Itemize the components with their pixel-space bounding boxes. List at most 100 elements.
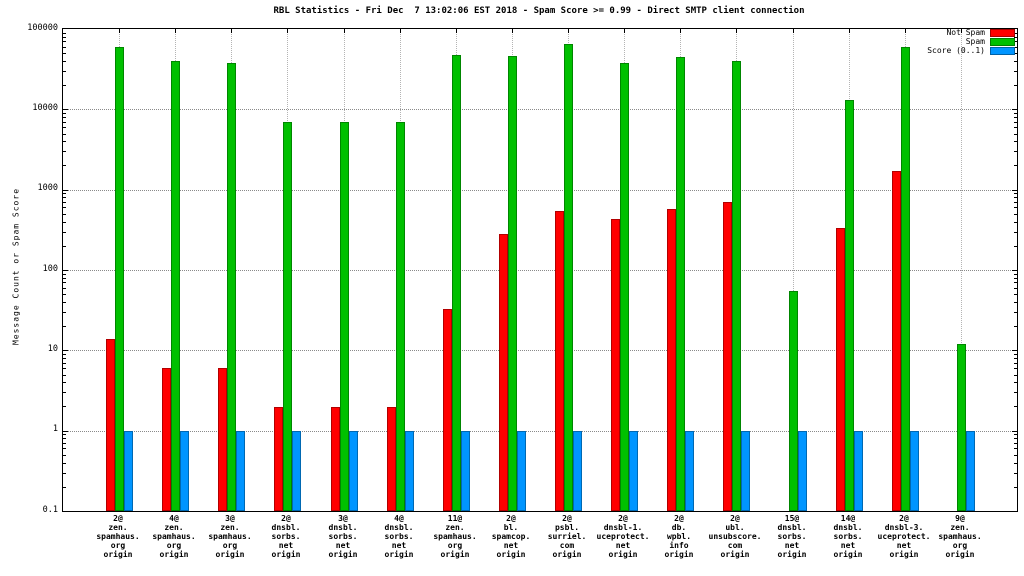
y-minor-tick — [63, 294, 66, 296]
x-label-line: sorbs. — [384, 532, 414, 541]
bar-score-0-1- — [685, 430, 694, 511]
x-label-line: info — [669, 541, 689, 550]
bar-score-0-1- — [292, 430, 301, 511]
bar-spam — [789, 290, 798, 511]
y-minor-tick — [63, 362, 66, 364]
y-minor-tick — [1014, 454, 1017, 456]
x-label-line: 2@ — [674, 514, 684, 523]
bar-not-spam — [836, 228, 845, 511]
x-label-line: origin — [159, 550, 189, 559]
y-minor-tick — [63, 374, 66, 376]
x-axis-category-label: 4@ dnsbl. sorbs. net origin — [356, 514, 442, 559]
x-label-line: spamhaus. — [208, 532, 252, 541]
y-minor-tick — [63, 133, 66, 135]
bar-spam — [901, 46, 910, 511]
y-minor-tick — [63, 121, 66, 123]
y-major-tick — [63, 350, 68, 352]
bar-not-spam — [387, 406, 396, 511]
x-tick — [961, 29, 962, 33]
y-minor-tick — [1014, 151, 1017, 153]
y-minor-tick — [1014, 287, 1017, 289]
bar-score-0-1- — [180, 430, 189, 511]
y-grid-line — [63, 270, 1017, 271]
y-minor-tick — [1014, 231, 1017, 233]
y-minor-tick — [63, 213, 66, 215]
y-grid-line — [63, 430, 1017, 432]
x-label-line: org — [952, 541, 968, 550]
y-minor-tick — [63, 231, 66, 233]
x-axis-category-label: 2@ ubl. unsubscore. com origin — [692, 514, 778, 559]
y-minor-tick — [63, 406, 66, 408]
x-label-line: dnsbl-3. — [884, 523, 924, 532]
y-minor-tick — [63, 301, 66, 303]
y-minor-tick — [63, 202, 66, 204]
y-minor-tick — [1014, 472, 1017, 474]
bar-not-spam — [611, 219, 620, 511]
x-tick — [231, 29, 232, 33]
y-major-tick — [1012, 270, 1017, 271]
y-minor-tick — [63, 245, 66, 247]
bar-score-0-1- — [573, 430, 582, 511]
y-minor-tick — [63, 41, 66, 43]
y-minor-tick — [1014, 207, 1017, 209]
x-grid-line — [961, 29, 962, 511]
y-tick-label: 10 — [47, 343, 58, 354]
x-axis-category-label: 11@ zen. spamhaus. org origin — [412, 514, 498, 559]
y-major-tick — [63, 270, 68, 271]
x-label-line: org — [110, 541, 126, 550]
y-minor-tick — [1014, 127, 1017, 129]
x-axis-category-label: 3@ zen. spamhaus. org origin — [187, 514, 273, 559]
x-label-line: com — [559, 541, 575, 550]
x-tick — [175, 29, 176, 33]
y-tick-label: 100 — [42, 263, 58, 274]
x-label-line: net — [615, 541, 631, 550]
y-minor-tick — [1014, 443, 1017, 445]
y-minor-tick — [63, 472, 66, 474]
bar-score-0-1- — [461, 430, 470, 511]
bar-spam — [396, 121, 405, 511]
y-minor-tick — [1014, 113, 1017, 114]
y-minor-tick — [63, 368, 66, 370]
y-minor-tick — [1014, 392, 1017, 394]
x-label-line: net — [784, 541, 800, 550]
x-label-line: origin — [496, 550, 526, 559]
x-axis-category-label: 2@ dnsbl-1. uceprotect. net origin — [580, 514, 666, 559]
chart-title: RBL Statistics - Fri Dec 7 13:02:06 EST … — [273, 6, 805, 16]
y-minor-tick — [63, 36, 66, 38]
x-tick — [905, 29, 906, 33]
y-minor-tick — [63, 358, 66, 360]
x-axis-category-label: 14@ dnsbl. sorbs. net origin — [805, 514, 891, 559]
y-minor-tick — [1014, 193, 1017, 195]
x-label-line: dnsbl. — [271, 523, 301, 532]
y-minor-tick — [1014, 368, 1017, 370]
y-minor-tick — [1014, 374, 1017, 376]
bar-score-0-1- — [966, 430, 975, 511]
y-tick-label: 1 — [52, 424, 58, 435]
x-label-line: sorbs. — [833, 532, 863, 541]
bar-not-spam — [443, 308, 452, 511]
x-label-line: zen. — [950, 523, 970, 532]
x-tick — [456, 29, 457, 33]
bar-score-0-1- — [124, 430, 133, 511]
bar-spam — [171, 61, 180, 511]
x-tick — [400, 29, 401, 33]
y-major-tick — [1012, 189, 1017, 191]
y-minor-tick — [1014, 46, 1017, 48]
bar-spam — [340, 121, 349, 511]
y-minor-tick — [63, 53, 66, 55]
bar-score-0-1- — [854, 430, 863, 511]
x-label-line: wpbl. — [666, 532, 692, 541]
legend: Not Spam Spam Score (0..1) — [927, 29, 1015, 55]
x-axis-category-label: 2@ db. wpbl. info origin — [636, 514, 722, 559]
x-label-line: spamhaus. — [433, 532, 477, 541]
x-axis-category-label: 2@ zen. spamhaus. org origin — [75, 514, 161, 559]
y-minor-tick — [1014, 486, 1017, 488]
x-label-line: 3@ — [338, 514, 348, 523]
y-minor-tick — [1014, 448, 1017, 450]
y-major-tick — [1012, 109, 1017, 111]
x-tick — [568, 29, 569, 33]
y-minor-tick — [63, 46, 66, 48]
bar-score-0-1- — [405, 430, 414, 511]
legend-label: Not Spam — [946, 28, 985, 37]
